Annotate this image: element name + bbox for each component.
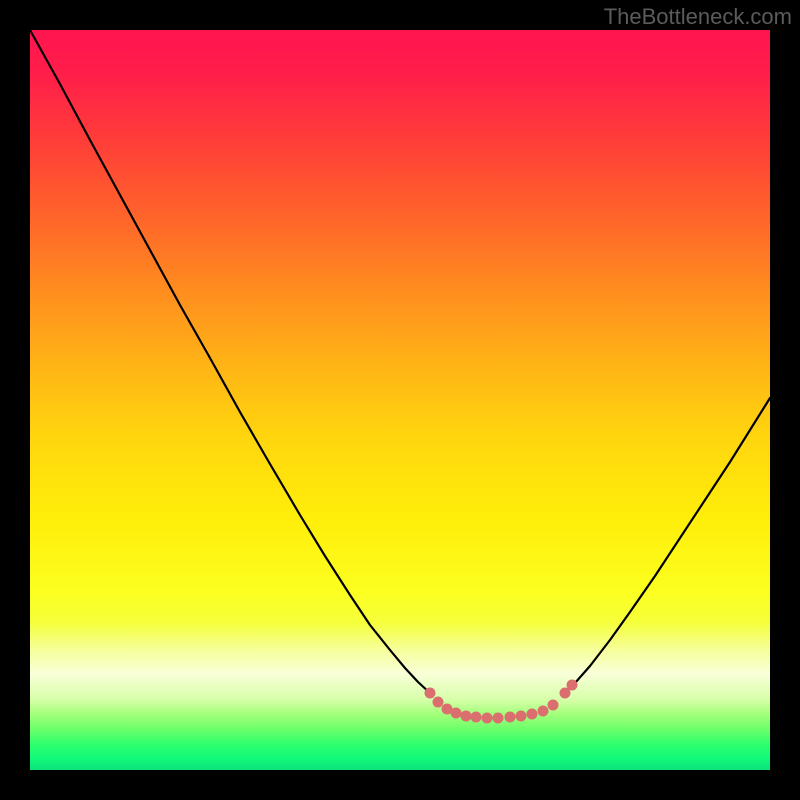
bottleneck-chart: TheBottleneck.com <box>0 0 800 800</box>
chart-svg <box>0 0 800 800</box>
chart-svg-holder <box>0 0 800 800</box>
watermark-text: TheBottleneck.com <box>604 4 792 30</box>
